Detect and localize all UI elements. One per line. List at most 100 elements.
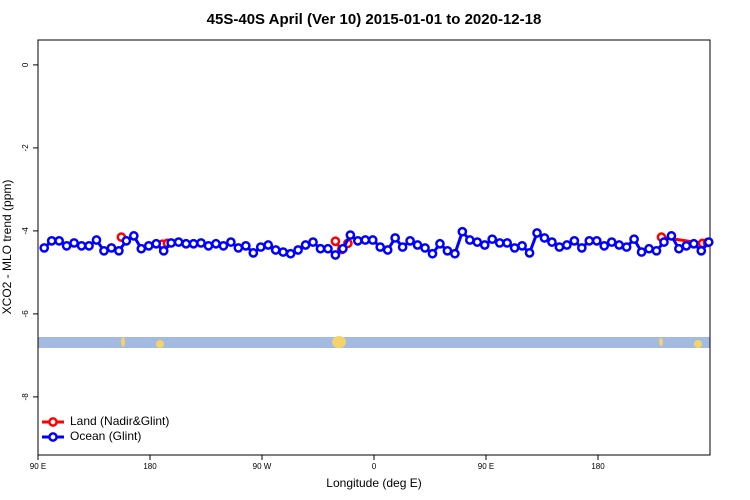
point — [188, 238, 199, 249]
point — [674, 243, 684, 254]
point — [427, 248, 438, 259]
point — [435, 238, 445, 249]
point — [143, 240, 154, 251]
point — [464, 235, 475, 245]
point — [218, 240, 229, 251]
point — [524, 248, 535, 258]
point — [121, 236, 132, 246]
y-tick-label: -8 — [21, 393, 30, 401]
point — [494, 238, 505, 248]
point — [688, 238, 699, 249]
point — [509, 243, 520, 253]
point — [584, 236, 595, 246]
y-tick-label: -6 — [21, 310, 30, 318]
y-tick-label: -4 — [21, 227, 30, 235]
legend-label: Ocean (Glint) — [70, 429, 141, 443]
point — [547, 237, 557, 247]
point — [367, 235, 378, 245]
point — [278, 247, 289, 257]
legend-marker — [48, 432, 58, 442]
point — [39, 243, 50, 253]
x-tick-label: 90 E — [478, 462, 494, 471]
point — [345, 230, 356, 240]
point — [151, 238, 162, 249]
point — [651, 245, 662, 256]
point — [270, 245, 281, 255]
point — [487, 234, 498, 245]
point — [181, 238, 191, 249]
point — [248, 248, 259, 258]
x-tick-label: 0 — [372, 462, 377, 471]
point — [203, 240, 214, 251]
point — [659, 237, 669, 247]
point — [99, 245, 109, 256]
point — [323, 243, 333, 254]
point — [390, 233, 401, 243]
point — [703, 237, 714, 247]
point — [397, 242, 408, 252]
point — [76, 240, 87, 251]
point — [330, 236, 341, 247]
point — [173, 237, 184, 247]
x-tick-label: 90 E — [30, 462, 46, 471]
point — [375, 242, 386, 252]
point — [315, 243, 326, 254]
point — [196, 238, 206, 248]
point — [158, 245, 169, 256]
y-axis-label: XCO2 - MLO trend (ppm) — [0, 180, 14, 315]
point — [128, 231, 139, 241]
point — [338, 243, 348, 254]
point — [562, 240, 572, 250]
point — [84, 240, 94, 251]
point — [382, 245, 393, 255]
point — [263, 240, 274, 250]
y-tick-label: 0 — [21, 62, 30, 67]
point — [405, 236, 415, 246]
y-tick-label: -2 — [21, 144, 30, 152]
point — [554, 242, 565, 252]
point — [606, 237, 617, 247]
point — [614, 240, 625, 250]
point — [412, 240, 423, 250]
point — [211, 238, 221, 249]
point — [233, 243, 244, 253]
point — [360, 235, 371, 245]
point — [330, 250, 341, 260]
point — [644, 243, 654, 254]
point — [106, 243, 117, 253]
point — [591, 236, 602, 246]
point — [352, 236, 363, 246]
point — [61, 240, 72, 251]
point — [666, 231, 677, 241]
point — [136, 243, 147, 254]
point — [166, 238, 177, 248]
point — [69, 238, 79, 248]
x-axis-label: Longitude (deg E) — [326, 476, 421, 490]
point — [420, 243, 430, 253]
point — [450, 248, 460, 259]
point — [629, 234, 639, 245]
point — [240, 240, 251, 251]
point — [517, 240, 527, 251]
legend-label: Land (Nadir&Glint) — [70, 414, 169, 428]
chart-title: 45S-40S April (Ver 10) 2015-01-01 to 202… — [207, 11, 542, 28]
point — [479, 240, 490, 250]
point — [636, 247, 647, 257]
land-mask-strip — [38, 336, 710, 348]
point — [681, 240, 692, 251]
point — [539, 233, 550, 243]
x-tick-label: 180 — [591, 462, 605, 471]
point — [91, 235, 102, 245]
point — [621, 242, 632, 252]
x-tick-label: 180 — [143, 462, 157, 471]
point — [285, 248, 296, 259]
point — [696, 245, 707, 256]
point — [576, 243, 587, 253]
point — [502, 238, 513, 248]
point — [293, 245, 303, 255]
point — [300, 240, 311, 250]
point — [472, 237, 483, 247]
point — [599, 240, 610, 251]
point — [114, 245, 124, 256]
